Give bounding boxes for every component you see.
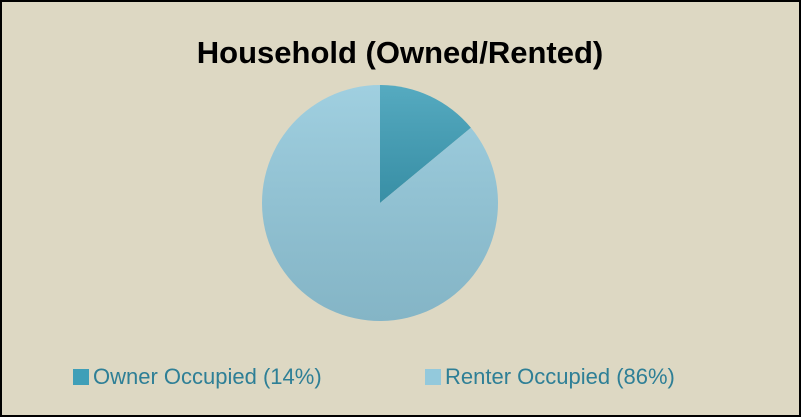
slice-shade <box>380 85 471 203</box>
legend-label: Renter Occupied (86%) <box>445 364 675 389</box>
slice-shade <box>262 85 498 321</box>
legend-swatch <box>73 369 89 385</box>
legend-swatch <box>425 369 441 385</box>
chart-title: Household (Owned/Rented) <box>197 35 603 70</box>
legend-label: Owner Occupied (14%) <box>93 364 322 389</box>
